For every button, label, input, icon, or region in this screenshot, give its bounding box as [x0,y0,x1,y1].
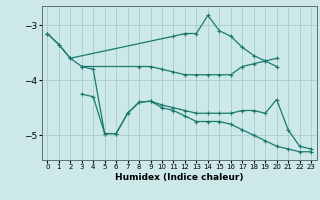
X-axis label: Humidex (Indice chaleur): Humidex (Indice chaleur) [115,173,244,182]
